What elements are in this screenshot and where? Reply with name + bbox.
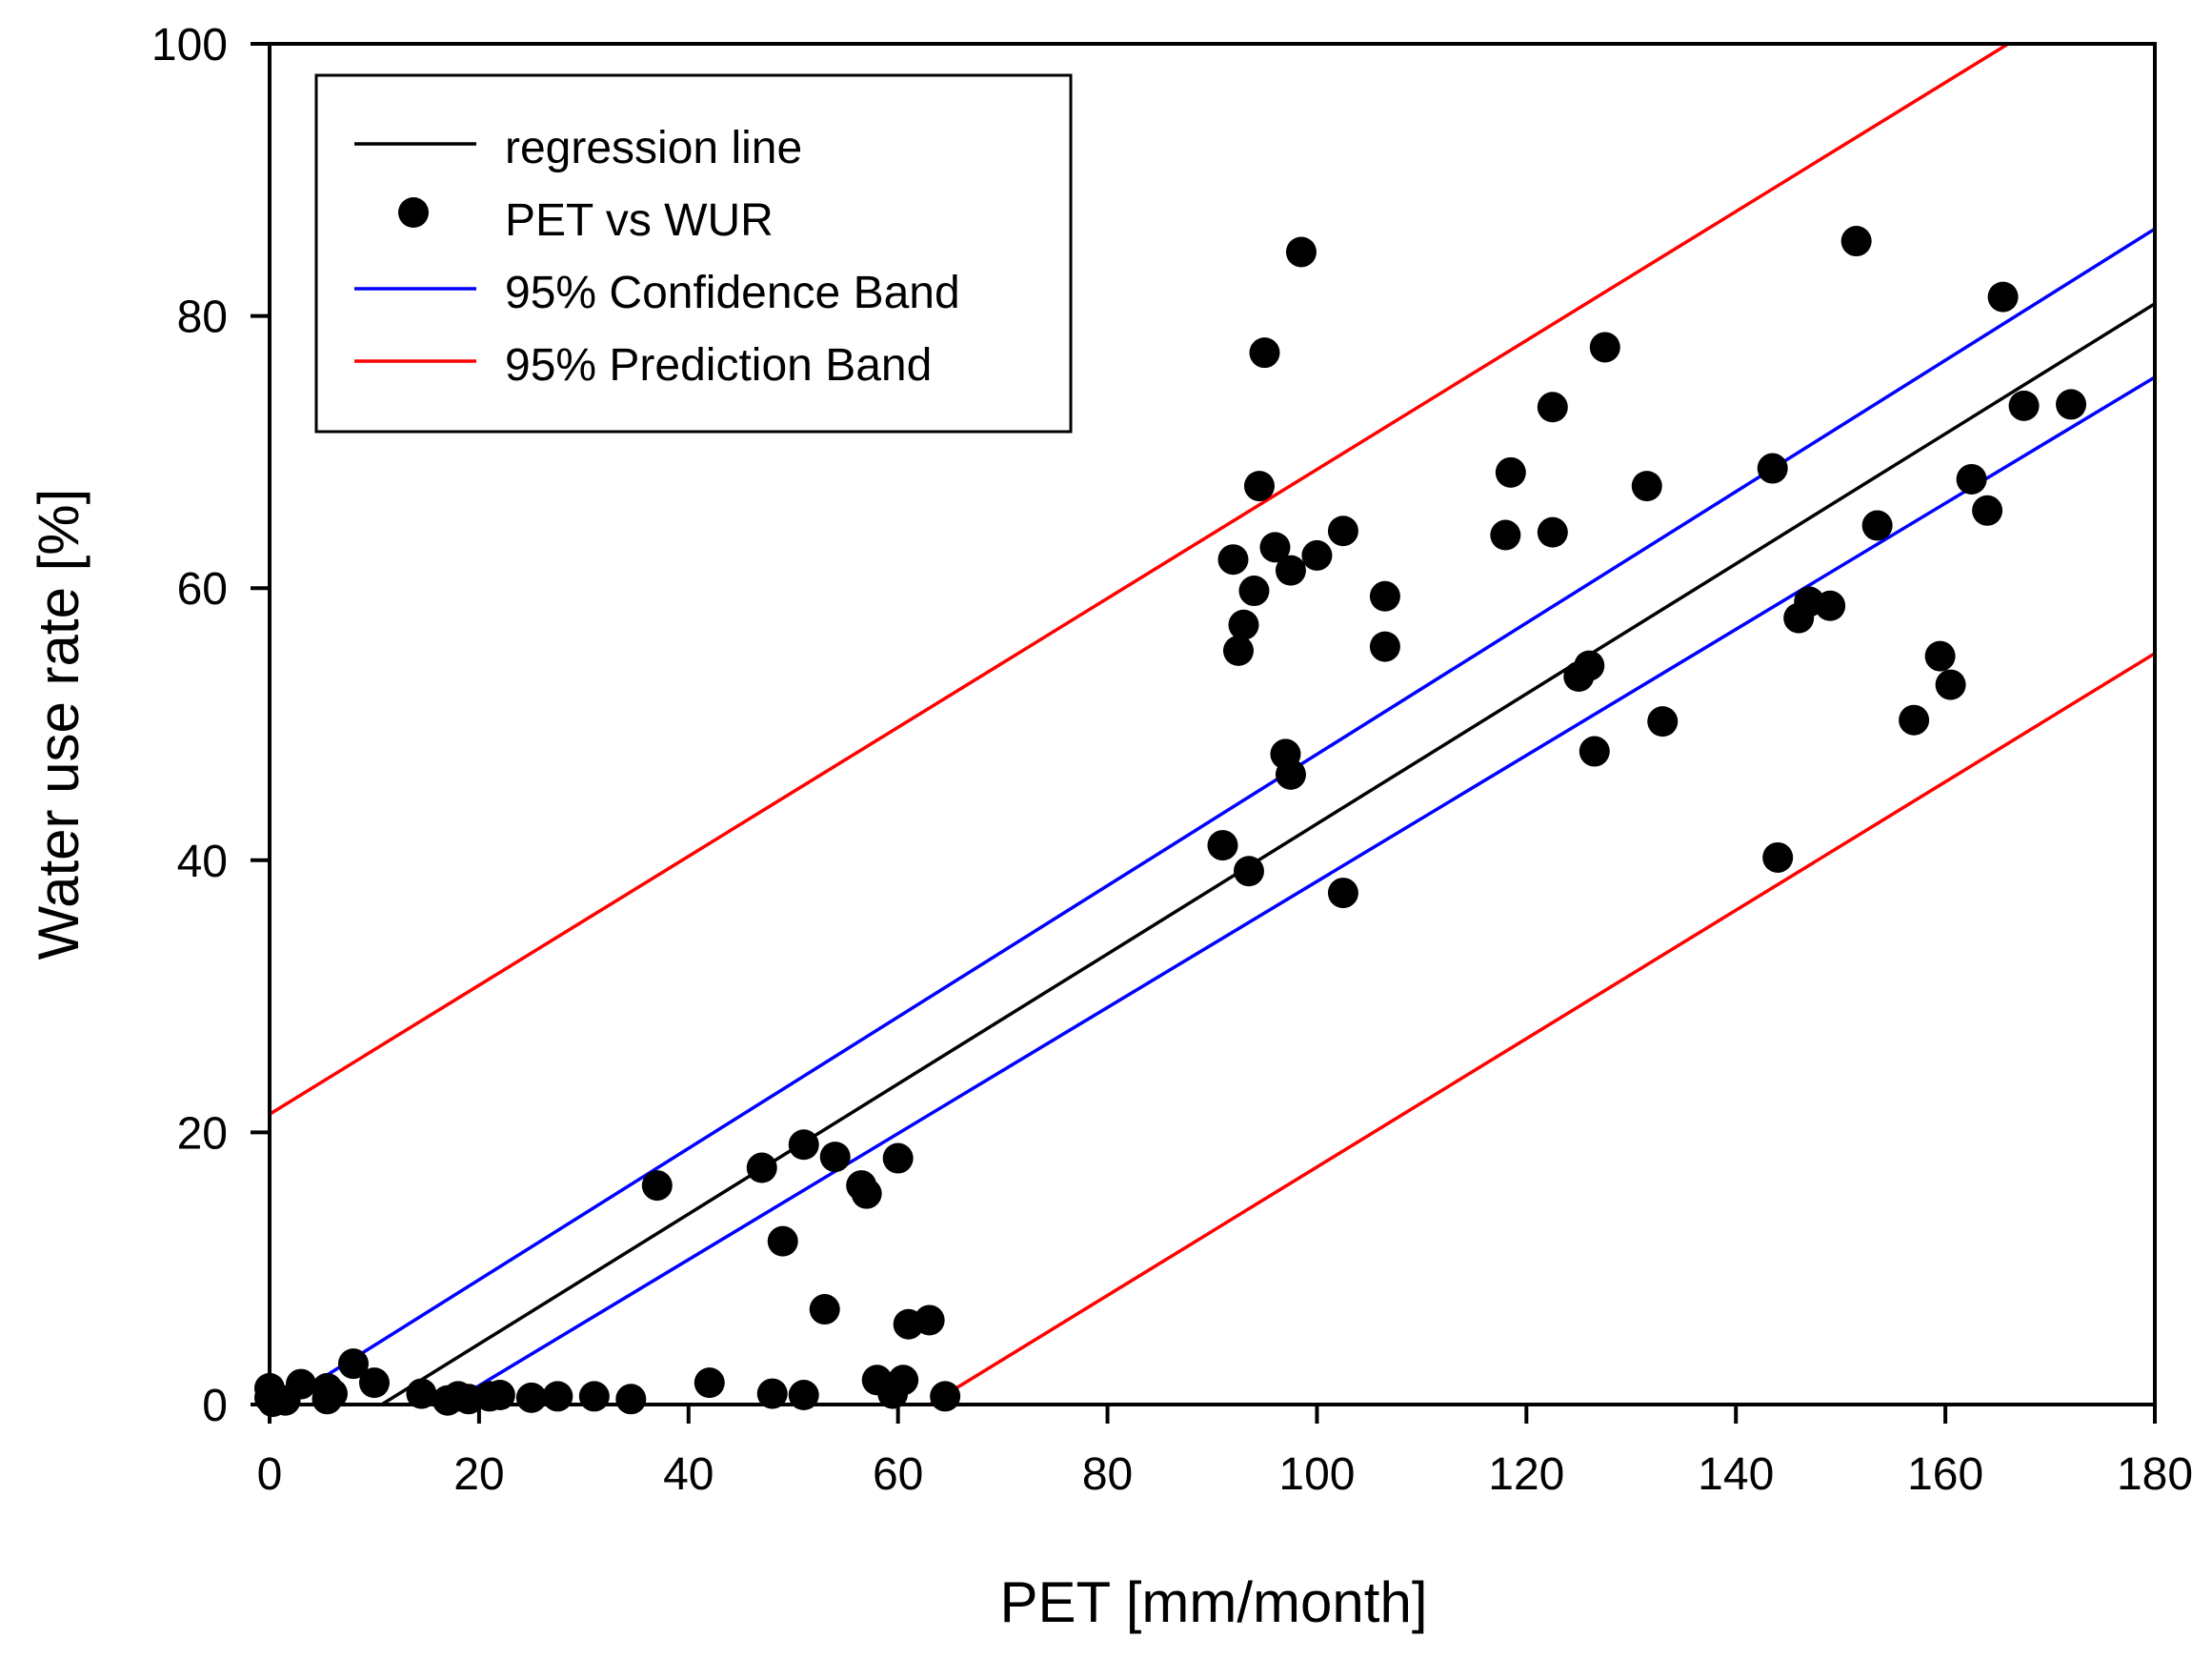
data-point: [1228, 609, 1259, 640]
data-point: [1249, 337, 1280, 369]
data-point: [882, 1142, 914, 1174]
x-tick-label: 180: [2117, 1449, 2193, 1500]
data-point: [2056, 389, 2087, 420]
data-point: [1238, 576, 1270, 607]
data-point: [888, 1365, 919, 1396]
x-tick-label: 80: [1082, 1449, 1133, 1500]
data-point: [285, 1368, 316, 1400]
data-point: [358, 1367, 390, 1399]
data-point: [542, 1381, 573, 1412]
data-point: [930, 1381, 961, 1412]
data-point: [1757, 453, 1788, 484]
data-point: [1369, 580, 1400, 612]
data-point: [1762, 841, 1794, 873]
y-tick-label: 80: [177, 293, 228, 343]
data-point: [914, 1304, 945, 1336]
data-point: [767, 1225, 798, 1257]
y-tick-label: 60: [177, 564, 228, 615]
data-point: [1972, 495, 2003, 526]
data-point: [1956, 463, 1987, 495]
x-tick-label: 120: [1488, 1449, 1564, 1500]
legend-box: [314, 73, 1073, 434]
data-point: [1222, 635, 1254, 666]
data-point: [1233, 856, 1264, 887]
y-tick-label: 100: [151, 20, 228, 71]
data-point: [2008, 390, 2040, 421]
data-point: [1275, 758, 1306, 790]
data-point: [1301, 539, 1333, 571]
data-point: [1987, 281, 2019, 313]
data-point: [316, 1378, 348, 1409]
data-point: [515, 1382, 547, 1413]
confidence-upper-line: [279, 227, 2155, 1405]
data-point: [1589, 332, 1620, 363]
regression-line: [380, 302, 2155, 1405]
data-point: [819, 1142, 851, 1173]
data-point: [1861, 510, 1893, 541]
data-point: [851, 1178, 882, 1209]
data-point: [1579, 736, 1610, 767]
data-point: [1495, 456, 1526, 488]
data-point: [337, 1348, 369, 1380]
data-point: [1285, 236, 1317, 268]
data-point: [1574, 650, 1605, 681]
data-point: [1815, 590, 1846, 621]
x-tick-label: 100: [1278, 1449, 1355, 1500]
legend-label: 95% Prediction Band: [505, 340, 932, 391]
x-tick-label: 40: [663, 1449, 714, 1500]
data-point: [1327, 878, 1358, 909]
data-point: [1207, 830, 1238, 861]
y-tick-label: 0: [202, 1381, 228, 1431]
y-axis-label: Water use rate [%]: [27, 489, 90, 960]
x-axis-label: PET [mm/month]: [999, 1570, 1427, 1634]
x-tick-label: 0: [257, 1449, 283, 1500]
data-point: [788, 1129, 819, 1161]
x-tick-label: 20: [453, 1449, 504, 1500]
data-point: [615, 1384, 647, 1415]
legend-label: 95% Confidence Band: [505, 268, 960, 318]
data-point: [1899, 704, 1930, 736]
legend-label: PET vs WUR: [505, 195, 774, 246]
data-point: [756, 1378, 788, 1409]
data-point: [641, 1170, 673, 1202]
y-tick-label: 40: [177, 837, 228, 887]
data-point: [1537, 392, 1568, 423]
legend-label: regression line: [505, 123, 802, 173]
data-point: [1647, 706, 1679, 738]
legend: regression line PET vs WUR 95% Confidence …: [314, 73, 1073, 434]
x-tick-label: 160: [1907, 1449, 1983, 1500]
x-tick-label: 140: [1698, 1449, 1774, 1500]
data-point: [1537, 516, 1568, 548]
data-point: [1490, 519, 1521, 551]
data-point: [1840, 226, 1872, 257]
data-point: [1631, 471, 1662, 502]
data-point: [1217, 544, 1249, 576]
data-point: [694, 1367, 725, 1399]
data-point: [1243, 471, 1275, 502]
data-point: [746, 1152, 777, 1183]
data-point: [1327, 516, 1358, 547]
prediction-lower-line: [928, 652, 2155, 1405]
data-point: [578, 1381, 610, 1412]
data-point: [1924, 640, 1956, 672]
data-point: [1275, 555, 1306, 586]
x-tick-label: 60: [873, 1449, 923, 1500]
data-point: [1259, 532, 1291, 563]
data-point: [809, 1294, 840, 1325]
data-point: [1369, 631, 1400, 662]
data-point: [406, 1378, 437, 1409]
data-point: [1935, 669, 1966, 700]
legend-swatch-marker: [398, 197, 429, 228]
y-tick-label: 20: [177, 1108, 228, 1159]
prediction-upper-line: [270, 44, 2009, 1117]
plot-frame: [268, 42, 2157, 1406]
confidence-lower-line: [447, 375, 2155, 1405]
